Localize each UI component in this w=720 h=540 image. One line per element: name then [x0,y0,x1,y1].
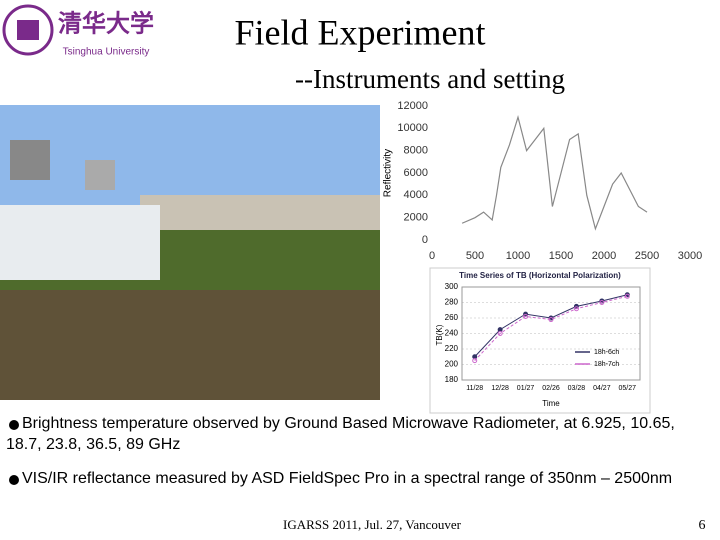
x-tick-label: 03/28 [568,385,586,392]
photo-container [0,205,160,280]
x-tick-label: 0 [429,250,435,262]
x-tick-label: 3000 [678,250,702,262]
y-tick-label: 300 [445,282,459,291]
photo [0,105,380,400]
series-line [474,295,628,361]
y-tick-label: 260 [445,313,459,322]
x-tick-label: 2500 [635,250,659,262]
legend-label: 18h-6ch [594,349,619,356]
data-point [624,293,630,299]
x-tick-label: 12/28 [491,385,509,392]
y-axis-label: TB(K) [435,324,444,345]
data-point [523,313,529,319]
x-tick-label: 02/26 [542,385,560,392]
data-point [497,331,503,336]
slide-subtitle: --Instruments and setting [295,64,565,94]
y-tick-label: 8000 [404,145,428,157]
y-tick-label: 180 [445,375,459,384]
y-tick-label: 12000 [397,100,428,112]
y-tick-label: 240 [445,329,459,338]
data-point [472,358,478,364]
y-tick-label: 6000 [404,167,428,179]
y-tick-label: 2000 [404,212,428,224]
bullet-dot [9,420,19,430]
y-axis-label: Reflectivity [383,149,394,197]
y-tick-label: 4000 [404,189,428,201]
legend-label: 18h-7ch [594,361,619,368]
logo-seal-center [17,20,39,40]
data-point [573,306,579,312]
bullet: VIS/IR reflectance measured by ASD Field… [22,470,673,487]
y-tick-label: 280 [445,298,459,307]
page-number: 6 [699,518,706,533]
logo-name: 清华大学 [58,9,154,37]
logo-seal [2,4,54,56]
logo-subtitle: Tsinghua University [63,47,150,58]
y-tick-label: 0 [422,234,428,246]
bullet-box: VIS/IR reflectance measured by ASD Field… [22,470,673,487]
y-tick-label: 220 [445,344,459,353]
plot-frame [461,286,641,381]
x-tick-label: 11/28 [466,385,483,392]
photo-radiometer [85,160,115,190]
bullet: Brightness temperature observed by Groun… [6,415,675,453]
bullet-box: Brightness temperature observed by Groun… [6,415,675,453]
x-tick-label: 05/27 [619,385,637,392]
data-point [599,300,605,305]
slide-title: Field Experiment [235,12,486,52]
x-tick-label: 500 [466,250,484,262]
photo-radiometer [10,140,50,180]
x-axis-label: Time [542,399,560,408]
x-tick-label: 04/27 [593,385,611,392]
x-tick-label: 01/27 [517,385,535,392]
y-tick-label: 200 [445,360,459,369]
bullet-dot [9,475,19,485]
x-tick-label: 2000 [592,250,616,262]
x-tick-label: 1000 [506,250,530,262]
data-point [548,317,554,323]
photo-houses [140,195,380,235]
reflectance-line [461,114,648,231]
chart-title: Time Series of TB (Horizontal Polarizati… [459,271,621,280]
y-tick-label: 10000 [397,122,428,134]
footer-text: IGARSS 2011, Jul. 27, Vancouver [283,517,462,532]
x-tick-label: 1500 [549,250,573,262]
tb-chart-frame [429,267,651,414]
photo-soil [0,290,380,400]
